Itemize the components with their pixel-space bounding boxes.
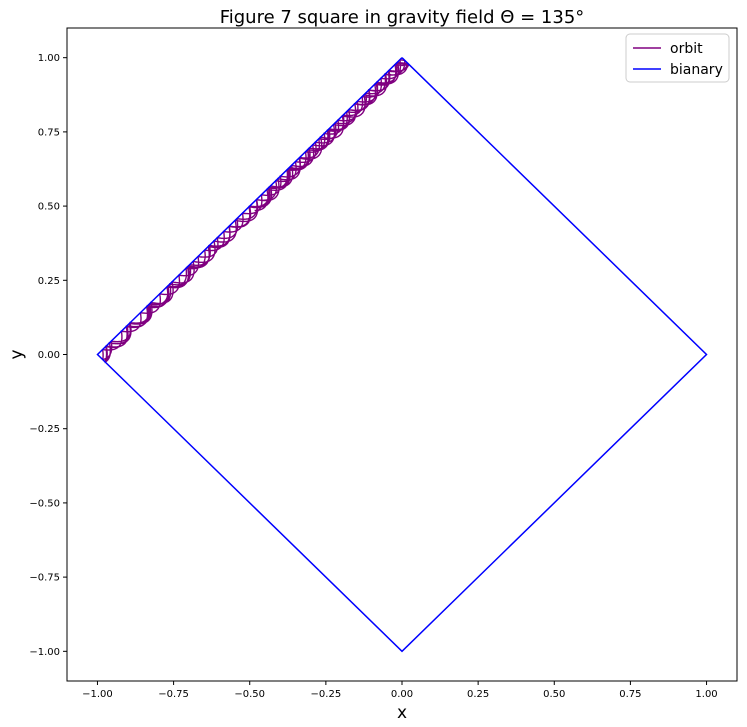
chart-title: Figure 7 square in gravity field Θ = 135… <box>220 7 585 28</box>
legend-label-orbit: orbit <box>670 41 703 57</box>
y-tick-label: −1.00 <box>29 647 60 658</box>
x-tick-label: −0.75 <box>158 689 189 700</box>
x-tick-label: −1.00 <box>82 689 113 700</box>
x-tick-label: −0.50 <box>234 689 265 700</box>
x-tick-label: 0.00 <box>391 689 413 700</box>
y-tick-label: 0.25 <box>38 276 60 287</box>
legend: orbit bianary <box>625 33 730 83</box>
y-tick-label: −0.25 <box>29 424 60 435</box>
y-tick-label: 1.00 <box>38 53 60 64</box>
x-tick-label: −0.25 <box>311 689 342 700</box>
y-tick-label: −0.50 <box>29 498 60 509</box>
x-tick-label: 0.50 <box>543 689 565 700</box>
x-tick-label: 0.75 <box>619 689 641 700</box>
x-axis-label: x <box>397 703 407 723</box>
legend-label-bianary: bianary <box>670 62 723 78</box>
y-tick-label: 0.75 <box>38 127 60 138</box>
y-tick-label: 0.00 <box>38 350 60 361</box>
x-tick-label: 0.25 <box>467 689 489 700</box>
legend-box <box>625 33 730 83</box>
bianary-series-line <box>96 57 708 653</box>
y-tick-label: −0.75 <box>29 573 60 584</box>
axis-ticks: −1.00 −0.75 −0.50 −0.25 0.00 0.25 0.50 0.75 1.00… <box>29 53 717 700</box>
x-tick-label: 1.00 <box>695 689 717 700</box>
y-tick-label: 0.50 <box>38 202 60 213</box>
y-axis-label: y <box>7 349 27 359</box>
